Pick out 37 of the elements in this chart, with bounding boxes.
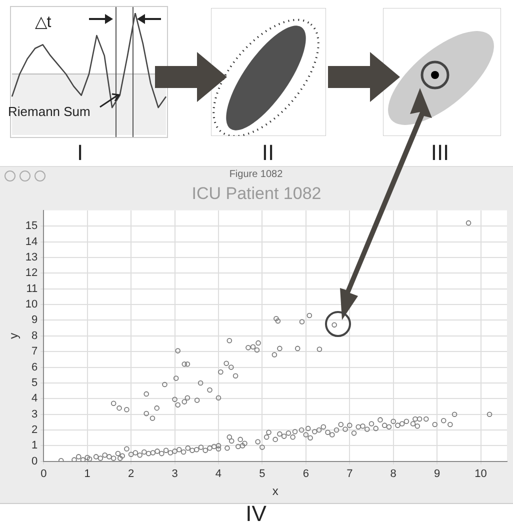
- x-tick-label: 7: [346, 468, 353, 480]
- text: II: [260, 140, 276, 166]
- chart-title: ICU Patient 1082: [192, 184, 322, 203]
- y-tick-label: 15: [25, 220, 38, 232]
- y-axis-title: y: [6, 332, 21, 339]
- text: IV: [244, 501, 268, 524]
- y-tick-label: 5: [32, 376, 38, 389]
- x-axis-title: x: [272, 484, 278, 498]
- x-tick-label: 1: [84, 468, 90, 480]
- x-tick-label: 3: [172, 468, 178, 480]
- text: III: [430, 140, 450, 166]
- y-tick-label: 8: [32, 330, 38, 342]
- x-tick-label: 8: [390, 468, 396, 480]
- x-tick-label: 0: [40, 468, 47, 480]
- x-tick-label: 10: [474, 468, 487, 480]
- x-tick-label: 4: [215, 468, 222, 480]
- x-tick-label: 9: [434, 468, 440, 480]
- y-tick-label: 13: [25, 251, 38, 264]
- y-tick-label: 3: [32, 408, 38, 420]
- y-tick-label: 14: [25, 236, 38, 248]
- text: I: [76, 140, 84, 166]
- y-tick-label: 1: [32, 440, 38, 452]
- y-tick-label: 4: [32, 392, 38, 405]
- y-tick-label: 12: [25, 267, 38, 280]
- y-tick-label: 6: [32, 361, 38, 374]
- y-tick-label: 0: [32, 455, 38, 468]
- x-tick-label: 2: [128, 468, 134, 480]
- y-tick-label: 9: [32, 314, 38, 326]
- y-tick-label: 10: [25, 298, 38, 311]
- y-tick-label: 11: [26, 282, 38, 295]
- y-tick-label: 2: [32, 424, 38, 436]
- x-tick-label: 6: [302, 468, 309, 480]
- annotation: Riemann Sum: [8, 104, 90, 119]
- x-tick-label: 5: [259, 468, 266, 480]
- caption: Figure 1082: [228, 169, 284, 180]
- annotation: △t: [34, 13, 52, 32]
- y-tick-label: 7: [32, 346, 38, 358]
